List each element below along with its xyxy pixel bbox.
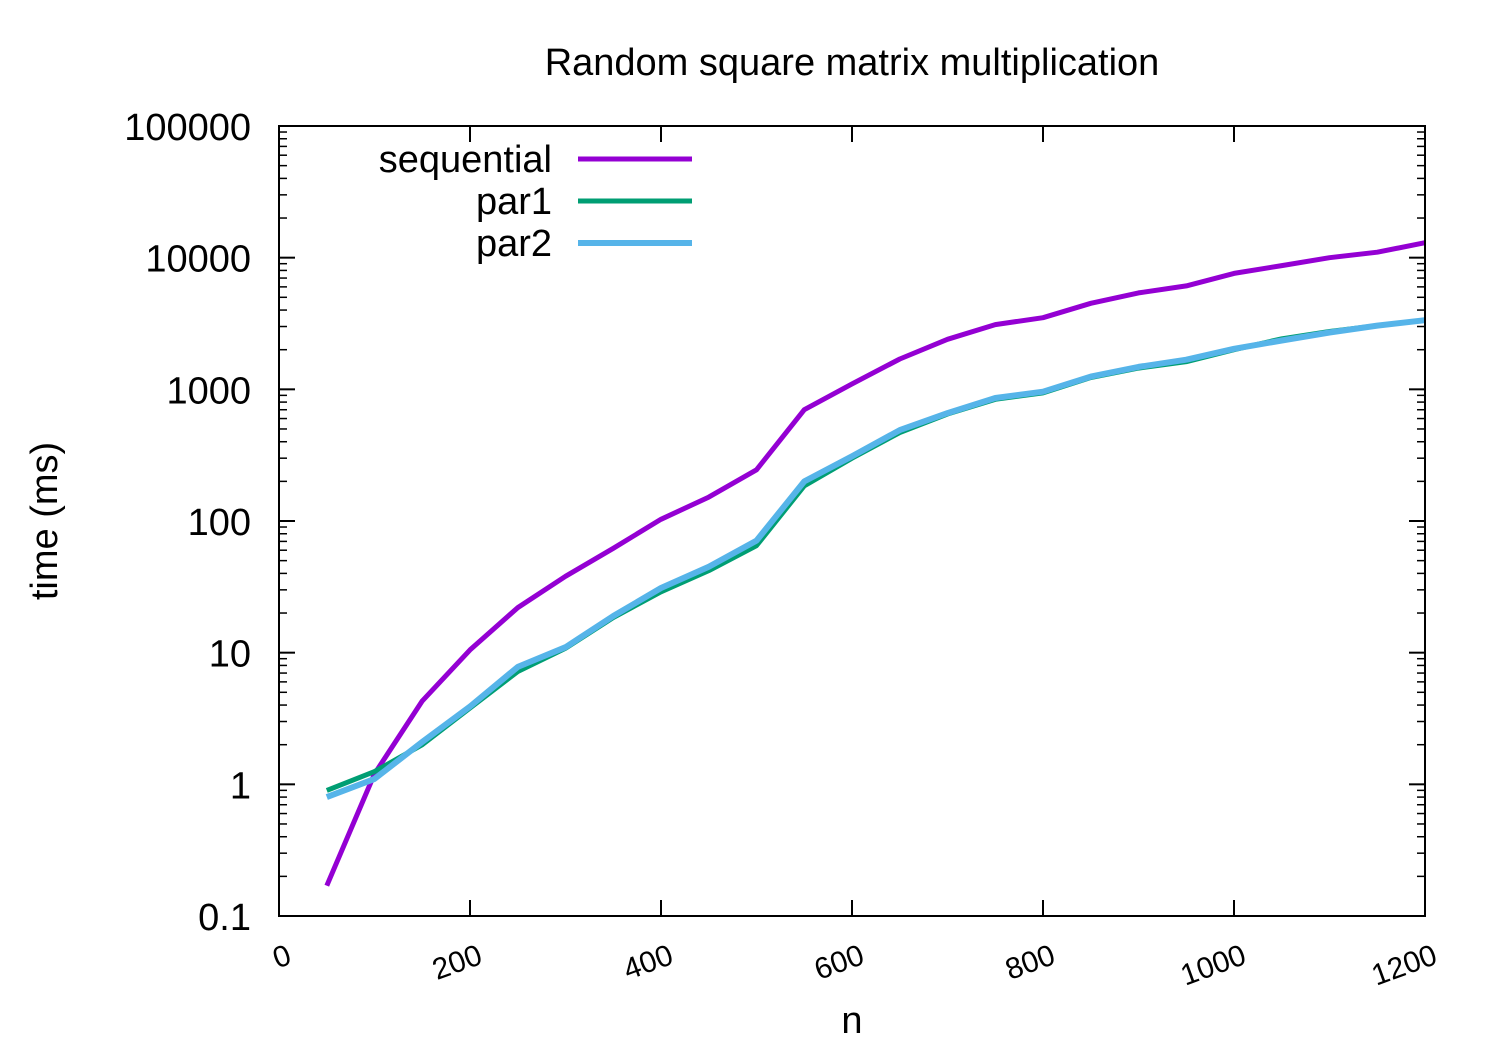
y-tick-label: 10 (209, 634, 251, 676)
series-lines (324, 240, 1426, 887)
y-tick-label: 0.1 (198, 897, 251, 939)
x-axis-label: n (841, 1000, 862, 1042)
y-tick-label: 1 (230, 765, 251, 807)
plot-frame (278, 125, 1426, 917)
series-line-par2 (325, 317, 1426, 800)
legend-label-par1: par1 (476, 181, 552, 223)
y-tick-labels: 0.1 1 10 100 1000 10000 100000 (124, 107, 251, 939)
y-tick-label: 1000 (166, 370, 251, 412)
axis-ticks (278, 125, 1426, 917)
legend-label-par2: par2 (476, 223, 552, 265)
series-line-sequential (324, 240, 1426, 887)
y-tick-label: 100000 (124, 107, 251, 149)
y-axis-label: time (ms) (24, 442, 66, 600)
y-tick-label: 10000 (145, 239, 251, 281)
legend-label-sequential: sequential (379, 139, 552, 181)
chart-title: Random square matrix multiplication (545, 42, 1160, 84)
y-tick-label: 100 (188, 502, 251, 544)
